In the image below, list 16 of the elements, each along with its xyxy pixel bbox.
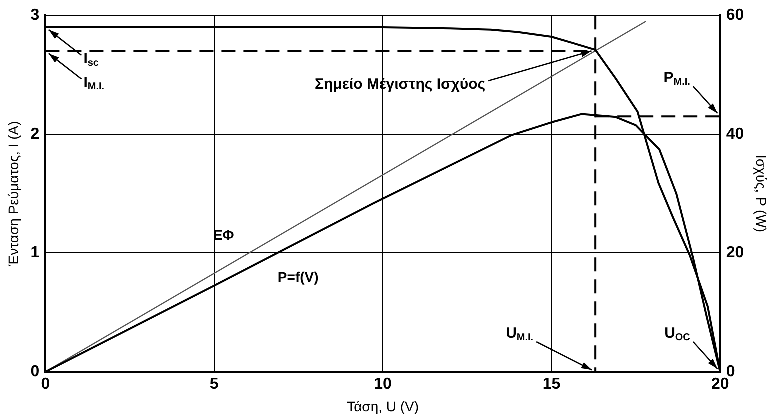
- y-tick-label: 2: [30, 126, 40, 143]
- series-label: P=f(V): [278, 268, 319, 285]
- x-tick-label: 15: [542, 376, 561, 394]
- y2-tick-label: 20: [726, 244, 744, 262]
- x-tick-label: 10: [374, 376, 392, 394]
- y-tick-label: 3: [30, 7, 40, 24]
- y2-tick-label: 40: [726, 126, 744, 143]
- y-tick-label: 1: [30, 244, 40, 262]
- x-tick-label: 5: [210, 376, 219, 394]
- y2-axis-title: Ισχύς, P (W): [754, 155, 770, 233]
- x-tick-label: 20: [712, 376, 730, 394]
- y-axis-title: Ένταση Ρεύματος, I (A): [5, 121, 22, 268]
- x-axis-title: Τάση, U (V): [347, 398, 420, 414]
- series-label: EΦ: [213, 227, 235, 244]
- y-tick-label: 0: [30, 363, 40, 380]
- y2-tick-label: 60: [726, 7, 744, 24]
